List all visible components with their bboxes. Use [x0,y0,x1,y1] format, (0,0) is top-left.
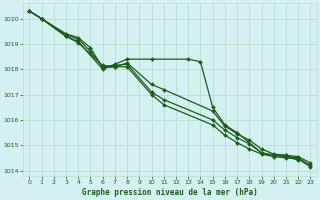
X-axis label: Graphe pression niveau de la mer (hPa): Graphe pression niveau de la mer (hPa) [82,188,258,197]
